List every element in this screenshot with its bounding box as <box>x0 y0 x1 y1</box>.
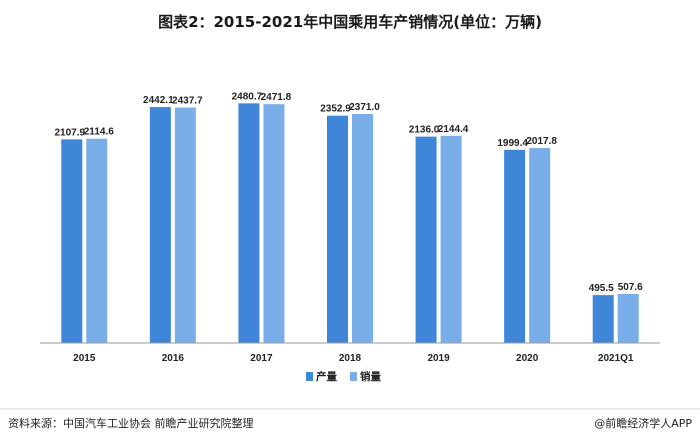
value-label-sales-2021Q1: 507.6 <box>618 282 643 293</box>
value-label-production-2019: 2136.0 <box>409 125 440 136</box>
value-label-production-2018: 2352.9 <box>320 104 351 115</box>
x-tick-2021Q1: 2021Q1 <box>598 353 634 364</box>
x-tick-2017: 2017 <box>250 353 273 364</box>
chart-title: 图表2：2015-2021年中国乘用车产销情况(单位：万辆) <box>158 13 542 31</box>
bar-production-2021Q1 <box>592 295 614 343</box>
x-tick-group: 2015 2016 2017 2018 2019 2020 2021Q1 <box>73 353 634 364</box>
bar-sales-2015 <box>86 138 108 343</box>
value-label-production-2015: 2107.9 <box>54 127 85 138</box>
bar-production-2017 <box>238 103 260 344</box>
value-label-sales-2020: 2017.8 <box>526 136 557 147</box>
value-label-production-2021Q1: 495.5 <box>589 283 614 294</box>
value-label-production-2017: 2480.7 <box>232 91 263 102</box>
value-label-sales-2015: 2114.6 <box>84 127 114 138</box>
legend-label-sales: 销量 <box>360 370 381 383</box>
x-tick-2020: 2020 <box>516 353 539 364</box>
bar-production-2016 <box>149 107 171 344</box>
bar-production-2018 <box>327 115 348 343</box>
brand-credit: @前瞻经济学人APP <box>594 416 692 430</box>
legend-label-production: 产量 <box>316 370 337 383</box>
value-label-production-2020: 1999.4 <box>497 138 528 149</box>
bar-sales-2020 <box>529 148 551 343</box>
value-label-sales-2017: 2471.8 <box>261 92 292 103</box>
bar-group <box>61 103 639 344</box>
x-tick-2015: 2015 <box>73 353 96 364</box>
legend-swatch-production <box>306 372 313 381</box>
bar-production-2015 <box>61 139 83 343</box>
value-label-sales-2019: 2144.4 <box>438 124 469 135</box>
x-tick-2016: 2016 <box>162 353 185 364</box>
value-label-production-2016: 2442.1 <box>143 95 174 106</box>
x-tick-2018: 2018 <box>339 353 362 364</box>
value-label-sales-2018: 2371.0 <box>349 102 380 113</box>
bar-sales-2018 <box>352 113 373 343</box>
bar-sales-2021Q1 <box>617 293 639 343</box>
legend-swatch-sales <box>350 372 357 381</box>
bar-sales-2016 <box>174 107 196 343</box>
bar-production-2019 <box>415 136 437 343</box>
legend: 产量 销量 <box>306 370 381 383</box>
bar-sales-2017 <box>263 104 285 344</box>
value-label-sales-2016: 2437.7 <box>172 95 203 106</box>
x-tick-2019: 2019 <box>427 353 450 364</box>
bar-sales-2019 <box>440 135 462 343</box>
bar-production-2020 <box>504 149 526 343</box>
source-note: 资料来源：中国汽车工业协会 前瞻产业研究院整理 <box>8 416 254 430</box>
